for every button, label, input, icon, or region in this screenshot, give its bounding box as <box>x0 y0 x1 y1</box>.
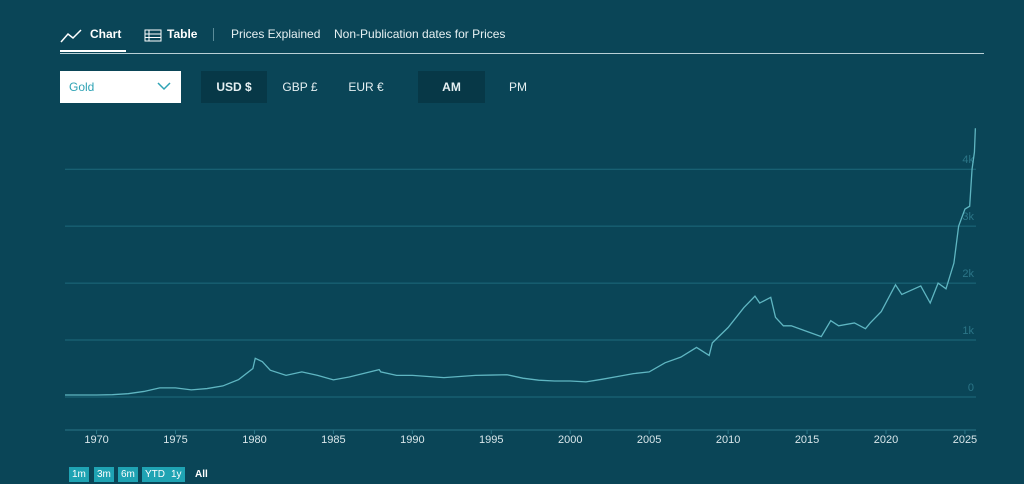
tab[interactable]: Table <box>167 27 198 41</box>
tab-underline <box>60 50 126 52</box>
x-tick-label: 1970 <box>84 434 108 446</box>
table-icon <box>144 29 162 42</box>
y-tick-label: 1k <box>962 325 974 337</box>
range-button[interactable]: 1y <box>168 467 185 482</box>
chart: 0 1k 2k 3k 4k 1970 1975 1980 1985 1990 1995 2000 200… <box>65 128 977 446</box>
x-tick-label: 2020 <box>874 434 898 446</box>
fix-button[interactable]: AM <box>418 71 485 103</box>
x-tick-label: 2000 <box>558 434 582 446</box>
x-tick-label: 2025 <box>953 434 977 446</box>
y-tick-label: 0 <box>968 382 974 394</box>
x-tick-label: 2010 <box>716 434 740 446</box>
currency-button[interactable]: EUR € <box>348 80 384 94</box>
dropdown-value: Gold <box>69 80 95 94</box>
dropdown-arrow <box>157 82 171 91</box>
separator <box>213 28 214 41</box>
x-tick-label: 1995 <box>479 434 503 446</box>
range-button[interactable]: 1m <box>69 467 89 482</box>
chart-icon <box>60 29 82 43</box>
range-button[interactable]: YTD <box>142 467 168 482</box>
tab[interactable]: Prices Explained <box>231 27 321 41</box>
price-line <box>65 128 977 396</box>
range-button[interactable]: All <box>195 469 208 480</box>
x-tick-label: 1980 <box>242 434 266 446</box>
y-tick-label: 2k <box>962 268 974 280</box>
x-tick-label: 1985 <box>321 434 345 446</box>
currency-button[interactable]: GBP £ <box>282 80 318 94</box>
currency-button[interactable]: USD $ <box>201 71 267 103</box>
y-tick-label: 3k <box>962 211 974 223</box>
tab[interactable]: Chart <box>90 27 122 41</box>
divider <box>60 53 984 54</box>
metal-dropdown[interactable]: Gold <box>60 71 181 103</box>
x-tick-label: 1990 <box>400 434 424 446</box>
y-tick-label: 4k <box>962 154 974 166</box>
x-tick-label: 1975 <box>163 434 187 446</box>
tab[interactable]: Non-Publication dates for Prices <box>334 27 506 41</box>
x-tick-label: 2005 <box>637 434 661 446</box>
range-button[interactable]: 6m <box>118 467 138 482</box>
fix-button[interactable]: PM <box>509 80 527 94</box>
x-tick-label: 2015 <box>795 434 819 446</box>
range-button[interactable]: 3m <box>94 467 114 482</box>
